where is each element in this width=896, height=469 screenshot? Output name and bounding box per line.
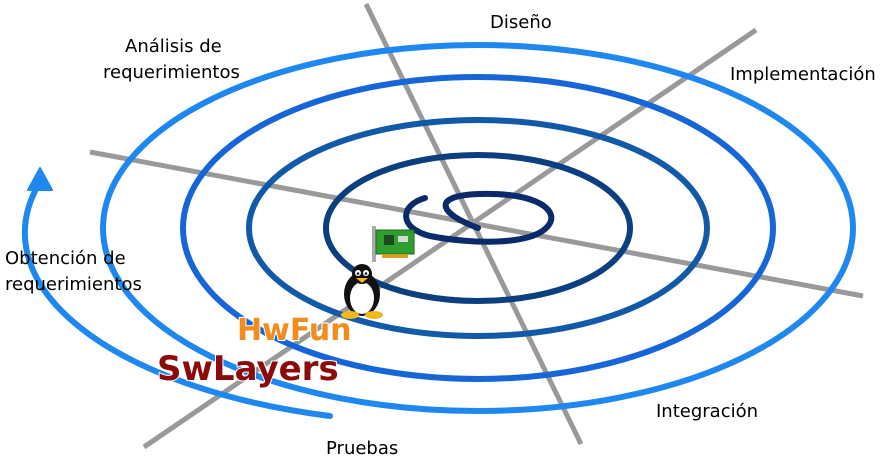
phase-labels: Análisis de requerimientos Diseño Implem… bbox=[5, 12, 876, 459]
label-integracion: Integración bbox=[656, 401, 758, 422]
tux-penguin-icon bbox=[341, 264, 383, 319]
spiral-ring-2 bbox=[180, 74, 776, 382]
label-pruebas: Pruebas bbox=[326, 438, 398, 459]
hwfun-logo: HwFun bbox=[237, 313, 352, 348]
label-obtencion-line2: requerimientos bbox=[5, 274, 142, 295]
network-card-icon bbox=[372, 226, 415, 262]
swlayers-logo: SwLayers bbox=[157, 349, 339, 389]
label-obtencion-line1: Obtención de bbox=[5, 248, 126, 269]
label-diseno: Diseño bbox=[490, 12, 552, 33]
spiral-core bbox=[403, 190, 555, 245]
spiral-ring-4 bbox=[323, 152, 633, 304]
arrow-head-icon bbox=[27, 167, 53, 191]
spiral bbox=[21, 42, 856, 419]
label-analisis-line2: requerimientos bbox=[103, 62, 240, 83]
spiral-outer-arc bbox=[21, 179, 333, 419]
axis-line-horizontal bbox=[89, 149, 864, 299]
label-analisis-line1: Análisis de bbox=[125, 36, 222, 57]
spiral-ring-3 bbox=[246, 117, 710, 339]
label-implementacion: Implementación bbox=[730, 64, 876, 85]
spiral-ring-1 bbox=[100, 42, 856, 414]
